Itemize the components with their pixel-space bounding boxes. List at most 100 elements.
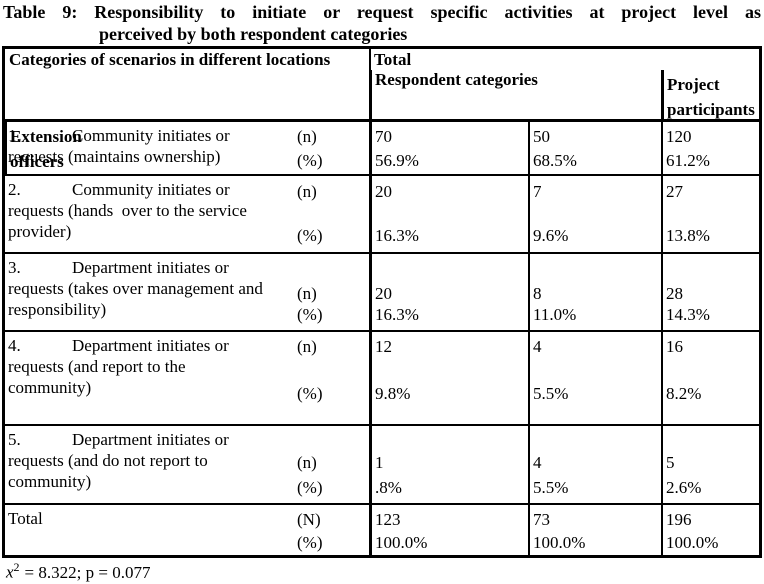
total-row-label: Total — [8, 509, 43, 528]
table-row-3: 3. Department initiates or requests (take… — [5, 254, 759, 332]
category-label: Community initiates or requests (hands o… — [8, 180, 247, 241]
pct-value: 16.3% — [375, 226, 419, 245]
category-text: 3. Department initiates or requests (take… — [8, 257, 298, 320]
n-value: 50 — [533, 127, 550, 146]
n-value: 1 — [375, 453, 384, 472]
table-row-2: 2. Community initiates or requests (hands… — [5, 176, 759, 254]
header-extension-officers: Extension officers — [5, 122, 369, 174]
n-value: 4 — [533, 337, 542, 356]
n-value: 123 — [375, 510, 401, 529]
pct-value: 5.5% — [533, 384, 569, 403]
n-label: (n) — [297, 182, 317, 201]
n-value: 5 — [666, 453, 675, 472]
project-participants-cell: 123 100.0% — [369, 505, 528, 555]
pct-value: 13.8% — [666, 226, 710, 245]
measure-labels: (n) (%) — [297, 176, 363, 252]
table-caption-line1: Table 9: Responsibility to initiate or r… — [3, 2, 761, 22]
n-value: 73 — [533, 510, 550, 529]
n-value: 20 — [375, 284, 392, 303]
total-cell: 5 2.6% — [661, 426, 759, 503]
table-row-4: 4. Department initiates or requests (and … — [5, 332, 759, 426]
project-participants-cell: 20 16.3% — [369, 176, 528, 252]
table-header: Categories of scenarios in different loc… — [5, 49, 759, 174]
n-label: (n) — [297, 284, 317, 303]
header-respondent-group: Respondent categories — [369, 70, 661, 122]
n-label: (n) — [297, 453, 317, 472]
n-value: 8 — [533, 284, 542, 303]
n-value: 27 — [666, 182, 683, 201]
table-row-5: 5. Department initiates or requests (and … — [5, 426, 759, 505]
extension-officers-cell: 4 5.5% — [528, 332, 661, 424]
pct-label: (%) — [297, 226, 323, 245]
category-text: 2. Community initiates or requests (hands… — [8, 179, 298, 242]
pct-value: .8% — [375, 478, 402, 497]
category-cell: 1. Community initiates or requests (maint… — [5, 122, 369, 174]
category-cell: 2. Community initiates or requests (hands… — [5, 176, 369, 252]
category-text: 1. Community initiates or requests (maint… — [8, 125, 298, 167]
table-row-total: Total (N) (%) 123 100.0% 73 100.0% 196 100.… — [5, 505, 759, 555]
n-value: 20 — [375, 182, 392, 201]
pct-value: 5.5% — [533, 478, 569, 497]
n-value: 12 — [375, 337, 392, 356]
measure-labels: (n) (%) — [297, 426, 363, 503]
category-text: 4. Department initiates or requests (and … — [8, 335, 298, 398]
row-number: 4. — [8, 336, 21, 355]
row-number: 5. — [8, 430, 21, 449]
category-cell: 3. Department initiates or requests (take… — [5, 254, 369, 330]
project-participants-cell: 20 16.3% — [369, 254, 528, 330]
n-label: (n) — [297, 337, 317, 356]
header-categories-column: Categories of scenarios in different loc… — [9, 49, 331, 69]
n-value: 120 — [666, 127, 692, 146]
pct-value: 14.3% — [666, 305, 710, 324]
extension-officers-cell: 7 9.6% — [528, 176, 661, 252]
pct-value: 11.0% — [533, 305, 577, 324]
row-number: 1. — [8, 126, 21, 145]
n-value: 196 — [666, 510, 692, 529]
project-participants-cell: 70 56.9% — [369, 122, 528, 174]
category-label: Community initiates or requests (maintai… — [8, 126, 230, 166]
chi-variable: x — [6, 562, 14, 582]
n-value: 28 — [666, 284, 683, 303]
chi-square-footnote: x2 = 8.322; p = 0.077 — [6, 560, 150, 583]
extension-officers-cell: 4 5.5% — [528, 426, 661, 503]
chi-exponent: 2 — [13, 560, 20, 574]
total-cell: 28 14.3% — [661, 254, 759, 330]
pct-label: (%) — [297, 533, 323, 552]
table-caption: Table 9: Responsibility to initiate or r… — [0, 0, 764, 45]
measure-labels: (n) (%) — [297, 254, 363, 330]
data-table: Categories of scenarios in different loc… — [2, 46, 762, 558]
pct-value: 100.0% — [375, 533, 428, 552]
pct-value: 9.6% — [533, 226, 569, 245]
row-number: 2. — [8, 180, 21, 199]
pct-value: 9.8% — [375, 384, 411, 403]
total-cell: 27 13.8% — [661, 176, 759, 252]
n-label: (n) — [297, 127, 317, 146]
category-cell: 5. Department initiates or requests (and … — [5, 426, 369, 503]
category-text: 5. Department initiates or requests (and … — [8, 429, 298, 492]
n-value: 70 — [375, 127, 392, 146]
measure-labels: (N) (%) — [297, 505, 363, 555]
pct-label: (%) — [297, 305, 323, 324]
pct-value: 2.6% — [666, 478, 702, 497]
extension-officers-cell: 73 100.0% — [528, 505, 661, 555]
n-value: 7 — [533, 182, 542, 201]
header-project-participants: Project participants — [661, 70, 759, 122]
pct-value: 56.9% — [375, 151, 419, 170]
n-value: 16 — [666, 337, 683, 356]
pct-label: (%) — [297, 384, 323, 403]
header-total-column: Total — [369, 49, 528, 70]
table-row-1: 1. Community initiates or requests (maint… — [5, 122, 759, 176]
category-cell: Total (N) (%) — [5, 505, 369, 555]
project-participants-cell: 1.8% — [369, 426, 528, 503]
total-cell: 120 61.2% — [661, 122, 759, 174]
project-participants-cell: 12 9.8% — [369, 332, 528, 424]
chi-statistic-text: = 8.322; p = 0.077 — [24, 562, 151, 582]
table-caption-line2: perceived by both respondent categories — [99, 24, 408, 44]
n-value: 4 — [533, 453, 542, 472]
pct-value: 100.0% — [533, 533, 586, 552]
pct-value: 100.0% — [666, 533, 719, 552]
pct-label: (%) — [297, 478, 323, 497]
pct-value: 68.5% — [533, 151, 577, 170]
category-label: Department initiates or requests (takes … — [8, 258, 263, 319]
